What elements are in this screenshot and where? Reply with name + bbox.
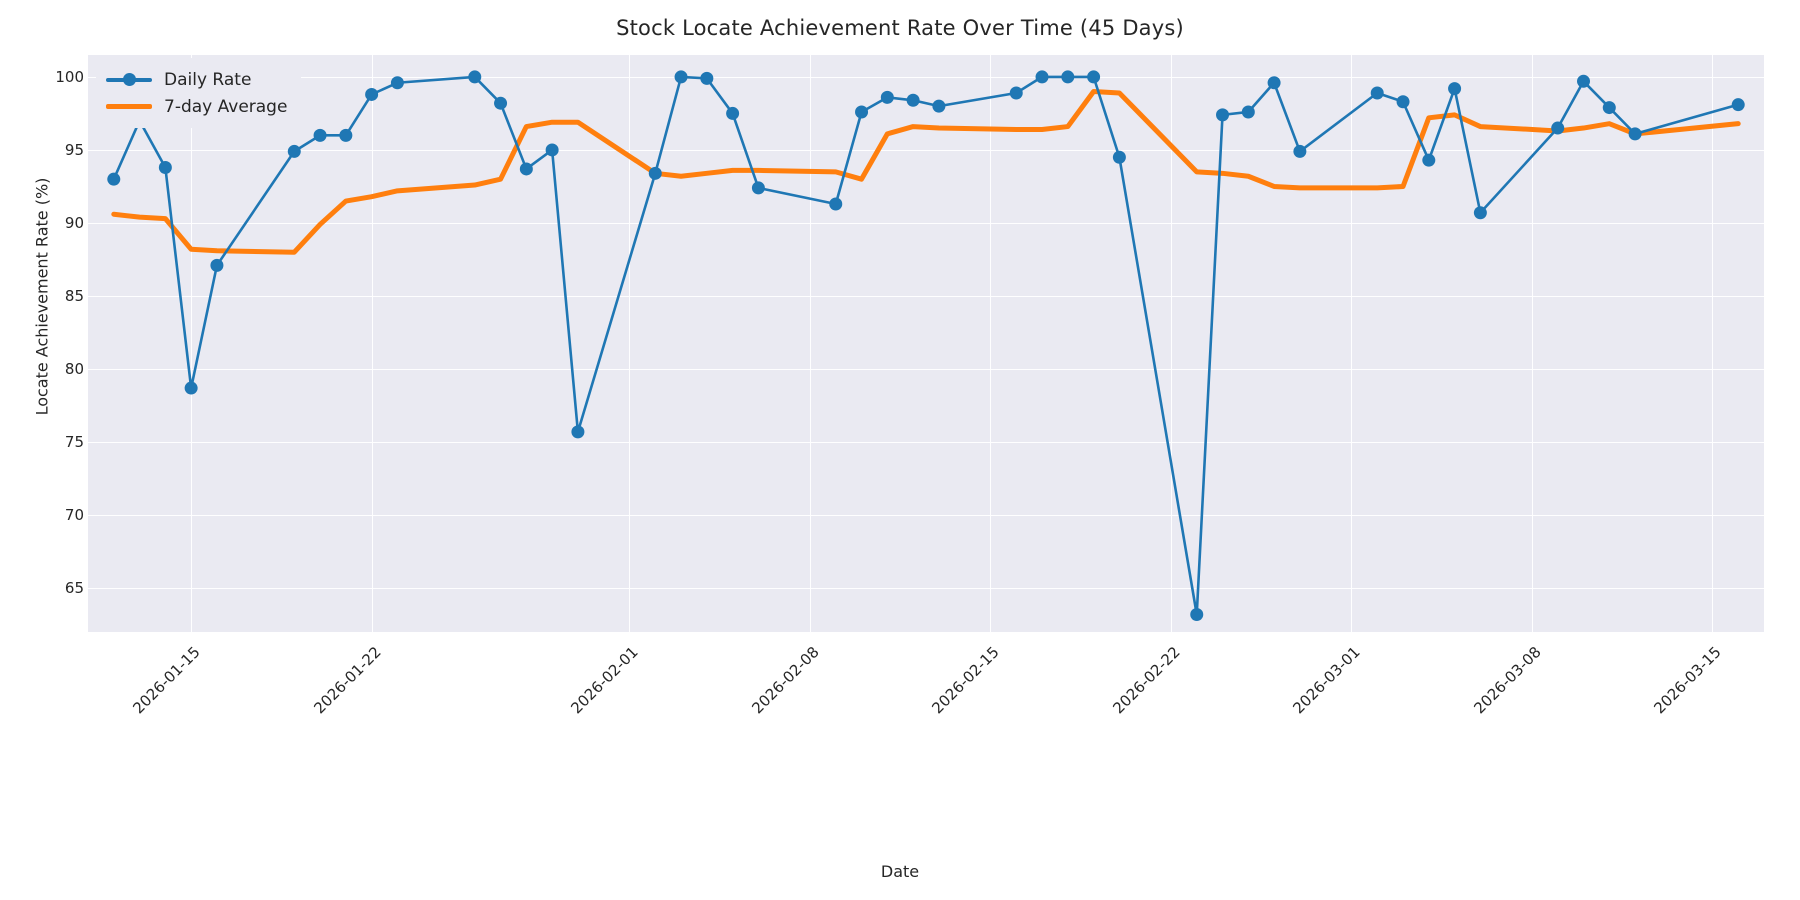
gridline-horizontal [88, 296, 1764, 298]
y-axis-tick-label: 75 [64, 433, 84, 452]
data-point-marker [1577, 74, 1591, 88]
data-point-marker [1035, 70, 1049, 84]
gridline-horizontal [88, 149, 1764, 151]
data-point-marker [906, 93, 920, 107]
data-point-marker [1370, 86, 1384, 100]
data-point-marker [545, 143, 559, 157]
data-series-canvas [107, 70, 1745, 621]
data-point-marker [158, 160, 172, 174]
gridline-vertical [809, 55, 811, 632]
data-point-marker [1087, 70, 1101, 84]
gridline-horizontal [88, 369, 1764, 371]
data-point-marker [726, 106, 740, 120]
gridline-vertical [1712, 55, 1714, 632]
y-axis-tick-label: 95 [64, 140, 84, 159]
y-axis-title: Locate Achievement Rate (%) [32, 177, 52, 416]
daily-rate-markers [107, 70, 1745, 621]
data-point-marker [1602, 101, 1616, 115]
gridline-vertical [1531, 55, 1533, 632]
legend-item[interactable]: Daily Rate [106, 66, 287, 93]
legend-color-swatch [106, 97, 152, 117]
gridline-vertical [1351, 55, 1353, 632]
data-point-marker [184, 381, 198, 395]
data-point-marker [1061, 70, 1075, 84]
data-point-marker [1628, 127, 1642, 141]
data-point-marker [700, 71, 714, 85]
data-point-marker [1396, 95, 1410, 109]
x-axis-tick-label: 2026-03-01 [1289, 643, 1365, 718]
data-point-marker [1551, 121, 1565, 135]
data-point-marker [468, 70, 482, 84]
data-point-marker [571, 425, 585, 439]
gridline-vertical [191, 55, 193, 632]
data-point-marker [519, 162, 533, 176]
gridline-vertical [990, 55, 992, 632]
x-axis-tick-label: 2026-02-08 [748, 643, 823, 718]
gridline-vertical [629, 55, 631, 632]
y-axis-tick-label: 80 [64, 360, 84, 379]
data-point-marker [1473, 206, 1487, 220]
gridline-horizontal [88, 442, 1764, 444]
data-point-marker [107, 172, 121, 186]
data-point-marker [932, 99, 946, 113]
data-point-marker [880, 90, 894, 104]
data-point-marker [210, 258, 224, 272]
y-axis-tick-label: 65 [64, 579, 84, 598]
chart-title: Stock Locate Achievement Rate Over Time … [616, 16, 1184, 40]
y-axis-tick-label: 85 [64, 287, 84, 306]
data-point-marker [674, 70, 688, 84]
data-point-marker [1422, 153, 1436, 167]
gridline-vertical [1170, 55, 1172, 632]
gridline-horizontal [88, 222, 1764, 224]
data-point-marker [1190, 607, 1204, 621]
data-point-marker [855, 105, 869, 119]
x-axis-tick-label: 2026-02-15 [928, 643, 1004, 718]
legend-label: 7-day Average [164, 96, 288, 117]
data-point-marker [1009, 86, 1023, 100]
y-axis-tick-label: 100 [55, 67, 84, 86]
data-point-marker [390, 76, 404, 90]
x-axis-title: Date [880, 862, 920, 881]
gridline-horizontal [88, 515, 1764, 517]
legend-label: Daily Rate [164, 69, 252, 90]
data-point-marker [1216, 108, 1230, 122]
daily-rate-line [112, 75, 1740, 616]
y-axis-tick-label: 90 [64, 213, 84, 232]
gridline-horizontal [88, 76, 1764, 78]
data-point-marker [1112, 150, 1126, 164]
x-axis-tick-label: 2026-02-01 [567, 643, 643, 718]
x-axis-tick-label: 2026-03-15 [1650, 643, 1726, 718]
data-point-marker [648, 166, 662, 180]
data-point-marker [829, 197, 843, 211]
legend-color-swatch [106, 70, 152, 90]
data-point-marker [365, 87, 379, 101]
legend-item[interactable]: 7-day Average [106, 93, 287, 120]
data-point-marker [1267, 76, 1281, 90]
data-point-marker [339, 128, 353, 142]
x-axis-tick-label: 2026-03-08 [1470, 643, 1545, 718]
data-point-marker [494, 96, 508, 110]
x-axis-tick-label: 2026-01-22 [309, 643, 385, 718]
y-axis-tick-label: 70 [64, 506, 84, 525]
x-axis-tick-label: 2026-01-15 [129, 643, 204, 718]
gridline-horizontal [88, 588, 1764, 590]
chart-legend: Daily Rate 7-day Average [96, 58, 302, 128]
data-point-marker [313, 128, 327, 142]
x-axis-tick-label: 2026-02-22 [1109, 643, 1184, 718]
gridline-vertical [371, 55, 373, 632]
data-point-marker [1448, 82, 1462, 96]
data-point-marker [1241, 105, 1255, 119]
data-point-marker [1731, 98, 1745, 112]
plot-area [88, 55, 1764, 632]
data-point-marker [1293, 144, 1307, 158]
data-point-marker [751, 181, 765, 195]
data-point-marker [287, 144, 301, 158]
